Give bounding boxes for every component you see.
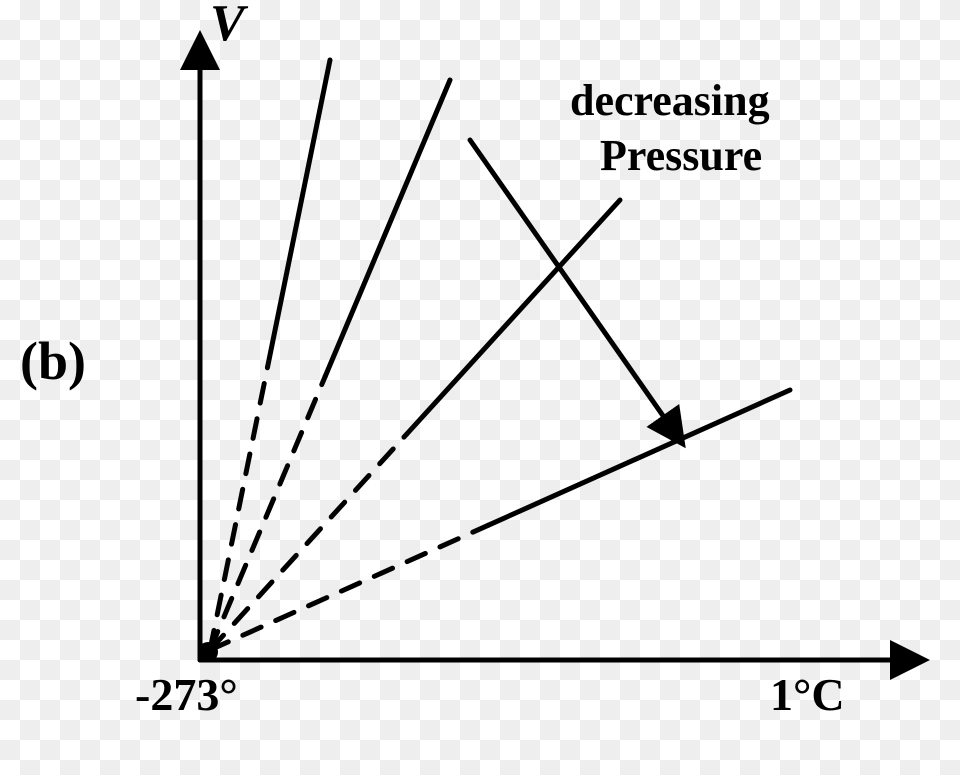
diagram-svg bbox=[0, 0, 960, 775]
origin-dot bbox=[198, 642, 218, 662]
axes bbox=[200, 40, 920, 660]
x-tick-label: 1°C bbox=[770, 668, 845, 721]
pressure-annotation-arrow bbox=[470, 140, 680, 440]
annotation-line2: Pressure bbox=[600, 130, 762, 181]
figure-label: (b) bbox=[20, 330, 86, 392]
annotation-line1: decreasing bbox=[570, 75, 770, 126]
y-axis-label: V bbox=[210, 0, 245, 53]
x-origin-label: -273° bbox=[135, 668, 238, 721]
